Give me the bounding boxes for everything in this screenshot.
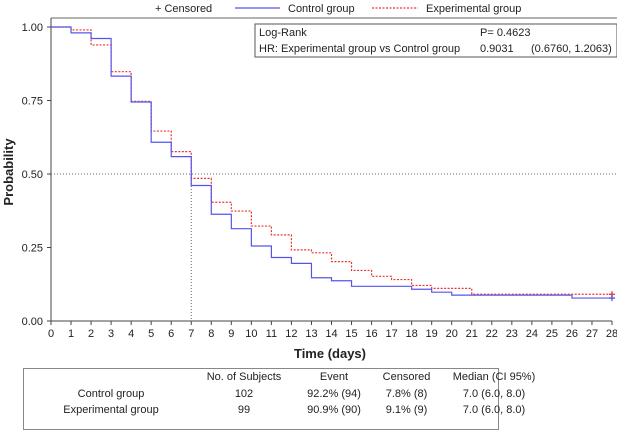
- header-event: Event: [319, 371, 349, 383]
- y-tick-label: 1.00: [22, 22, 43, 34]
- x-tick-label: 13: [305, 328, 317, 340]
- x-tick-label: 18: [406, 328, 418, 340]
- header-median: Median (CI 95%): [452, 371, 536, 383]
- x-tick-label: 17: [385, 328, 397, 340]
- x-tick-label: 5: [148, 328, 154, 340]
- x-tick-label: 1: [68, 328, 74, 340]
- x-tick-label: 10: [245, 328, 257, 340]
- x-tick-label: 12: [285, 328, 297, 340]
- y-tick-label: 0.00: [22, 316, 43, 328]
- cell-event: 90.9% (90): [307, 404, 361, 416]
- km-figure: + Censored Control group Experimental gr…: [1, 3, 617, 430]
- cell-subjects: 99: [237, 404, 251, 416]
- cell-event: 92.2% (94): [307, 388, 361, 400]
- logrank-p: P= 0.4623: [480, 27, 530, 39]
- legend-control: Control group: [288, 3, 355, 15]
- cell-censored: 7.8% (8): [385, 388, 428, 400]
- legend-experimental: Experimental group: [426, 3, 521, 15]
- legend-censored: + Censored: [155, 3, 212, 15]
- experimental-group-curve: [51, 26, 612, 295]
- x-tick-label: 24: [526, 328, 538, 340]
- x-tick-label: 20: [446, 328, 458, 340]
- y-tick-label: 0.25: [22, 243, 43, 255]
- legend: + Censored Control group Experimental gr…: [155, 3, 521, 15]
- x-tick-label: 0: [48, 328, 54, 340]
- x-tick-label: 19: [426, 328, 438, 340]
- cell-subjects: 102: [234, 388, 254, 400]
- hr-value: 0.9031: [480, 43, 514, 55]
- row-label: Experimental group: [63, 404, 159, 416]
- censor-mark: [609, 295, 615, 302]
- cell-median: 7.0 (6.0, 8.0): [462, 388, 526, 400]
- x-tick-label: 22: [486, 328, 498, 340]
- x-tick-label: 8: [208, 328, 214, 340]
- header-censored: Censored: [382, 371, 431, 383]
- stats-box: Log-Rank P= 0.4623 HR: Experimental grou…: [254, 23, 617, 58]
- logrank-label: Log-Rank: [259, 27, 307, 39]
- x-tick-label: 3: [108, 328, 114, 340]
- header-subjects: No. of Subjects: [206, 371, 282, 383]
- x-tick-label: 4: [128, 328, 134, 340]
- y-tick-label: 0.50: [22, 169, 43, 181]
- table-row: Experimental group 99 90.9% (90) 9.1% (9…: [24, 404, 525, 420]
- x-tick-label: 2: [88, 328, 94, 340]
- x-tick-label: 27: [586, 328, 598, 340]
- y-tick-label: 0.75: [22, 96, 43, 108]
- x-tick-label: 14: [325, 328, 337, 340]
- hr-ci: (0.6760, 1.2063): [531, 43, 612, 55]
- x-tick-label: 15: [345, 328, 357, 340]
- x-tick-label: 11: [266, 328, 277, 340]
- cell-censored: 9.1% (9): [385, 404, 428, 416]
- x-tick-label: 16: [365, 328, 377, 340]
- cell-median: 7.0 (6.0, 8.0): [462, 404, 526, 416]
- x-tick-label: 21: [466, 328, 478, 340]
- control-group-curve: [51, 26, 612, 299]
- table-row: Control group 102 92.2% (94) 7.8% (8) 7.…: [24, 388, 526, 404]
- x-tick-label: 6: [168, 328, 174, 340]
- x-tick-label: 7: [188, 328, 194, 340]
- row-label: Control group: [77, 388, 145, 400]
- x-tick-label: 25: [546, 328, 558, 340]
- km-chart: + Censored Control group Experimental gr…: [1, 3, 617, 361]
- table-header: No. of Subjects Event Censored Median (C…: [24, 371, 536, 387]
- x-axis-label: Time (days): [294, 346, 366, 361]
- x-tick-label: 23: [506, 328, 518, 340]
- y-axis-label: Probability: [1, 138, 16, 206]
- hr-label: HR: Experimental group vs Control group: [259, 43, 460, 55]
- x-tick-label: 26: [566, 328, 578, 340]
- x-tick-label: 28: [606, 328, 617, 340]
- x-tick-label: 9: [228, 328, 234, 340]
